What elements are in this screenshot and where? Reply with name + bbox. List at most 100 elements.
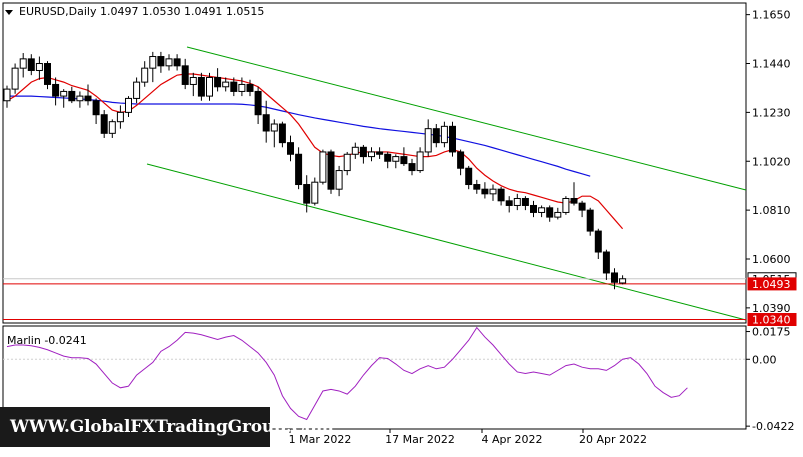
candle-body	[554, 211, 562, 218]
symbol-header: EURUSD,Daily 1.0497 1.0530 1.0491 1.0515	[19, 5, 264, 18]
candle-body	[376, 151, 384, 155]
candle-body	[230, 81, 238, 92]
candle-body	[287, 142, 294, 155]
candle-body	[392, 156, 400, 162]
y-tick-label: 1.0810	[752, 204, 791, 217]
x-tick-label: 17 Mar 2022	[385, 433, 455, 446]
candle-body	[125, 97, 132, 113]
candle-body	[481, 188, 489, 195]
candle-body	[173, 58, 181, 67]
candle-body	[238, 83, 246, 92]
candle-body	[505, 200, 513, 206]
candle-body	[351, 146, 359, 155]
candle-body	[586, 209, 594, 232]
candle-body	[84, 95, 92, 102]
candle-body	[157, 56, 165, 67]
indicator-y-tick-label: 0.0175	[752, 326, 791, 339]
upper-channel-line	[186, 46, 747, 191]
candle-body	[165, 58, 173, 67]
candle-body	[189, 76, 197, 85]
candle-body	[262, 114, 270, 132]
candle-body	[538, 207, 546, 213]
candle-body	[546, 207, 554, 218]
candle-body	[449, 125, 456, 153]
candle-body	[270, 123, 278, 132]
candle-body	[424, 128, 432, 153]
candle-body	[602, 251, 610, 274]
candle-body	[530, 204, 537, 213]
candle-body	[44, 63, 51, 85]
collapse-triangle-icon[interactable]	[5, 10, 13, 15]
watermark-banner: WWW.GlobalFXTradingGroup.Com	[0, 407, 334, 447]
lower-channel-line	[146, 163, 747, 321]
candle-body	[457, 151, 465, 169]
candle-body	[343, 153, 351, 172]
candle-body	[489, 188, 497, 195]
indicator-y-tick-label: 0.00	[752, 353, 777, 366]
red-moving-average	[6, 73, 624, 230]
candle-body	[384, 153, 392, 162]
candle-body	[52, 83, 60, 97]
candle-body	[295, 153, 303, 186]
candle-body	[408, 163, 416, 172]
candle-body	[521, 197, 529, 206]
candle-body	[619, 278, 627, 284]
candle-body	[311, 181, 319, 204]
main-pane-frame	[2, 2, 747, 324]
y-tick-label: 1.0390	[752, 302, 791, 315]
x-tick-label: 20 Apr 2022	[579, 433, 647, 446]
candle-body	[303, 184, 311, 204]
candle-body	[206, 76, 213, 97]
candle-body	[465, 167, 473, 186]
price-label-box	[747, 313, 797, 327]
y-tick-label: 1.1440	[752, 58, 791, 71]
indicator-pane-frame	[2, 325, 747, 430]
candle-body	[181, 65, 189, 85]
candle-body	[214, 76, 222, 88]
price-label: 1.0340	[752, 314, 791, 327]
y-tick-label: 1.1020	[752, 155, 791, 168]
candle-body	[473, 184, 481, 190]
candle-body	[27, 58, 35, 71]
candle-body	[513, 197, 521, 206]
price-label-box	[747, 277, 797, 291]
candle-body	[246, 83, 254, 92]
candle-body	[19, 58, 27, 69]
candle-body	[35, 63, 43, 71]
candle-body	[149, 56, 157, 69]
candle-body	[335, 170, 343, 190]
candle-body	[416, 151, 424, 172]
candle-body	[400, 156, 408, 165]
candle-body	[100, 114, 108, 134]
x-tick-label: 1 Mar 2022	[289, 433, 352, 446]
candle-body	[594, 230, 602, 253]
candle-body	[68, 90, 76, 102]
indicator-header: Marlin -0.0241	[7, 334, 87, 347]
watermark-text: WWW.GlobalFXTradingGroup.Com	[10, 417, 334, 437]
chart-header: EURUSD,Daily 1.0497 1.0530 1.0491 1.0515	[5, 5, 264, 18]
candle-body	[11, 67, 19, 90]
candle-body	[108, 121, 116, 134]
candle-body	[359, 146, 367, 158]
indicator-y-tick-label: -0.0422	[752, 420, 794, 433]
y-tick-label: 1.1650	[752, 9, 791, 22]
candle-body	[368, 151, 375, 158]
candle-body	[327, 151, 335, 190]
x-tick-label: 4 Apr 2022	[481, 433, 542, 446]
candle-body	[440, 125, 448, 144]
candle-body	[222, 81, 230, 88]
candle-body	[570, 197, 578, 204]
candle-body	[254, 90, 262, 116]
candle-body	[319, 151, 327, 183]
candle-body	[3, 88, 11, 102]
candle-body	[141, 67, 149, 83]
candle-body	[133, 81, 141, 99]
price-label: 1.0493	[752, 278, 791, 291]
candle-body	[497, 188, 505, 202]
candle-body	[76, 95, 84, 102]
candle-body	[432, 128, 440, 144]
candle-body	[578, 202, 586, 211]
marlin-indicator-line	[6, 326, 688, 421]
